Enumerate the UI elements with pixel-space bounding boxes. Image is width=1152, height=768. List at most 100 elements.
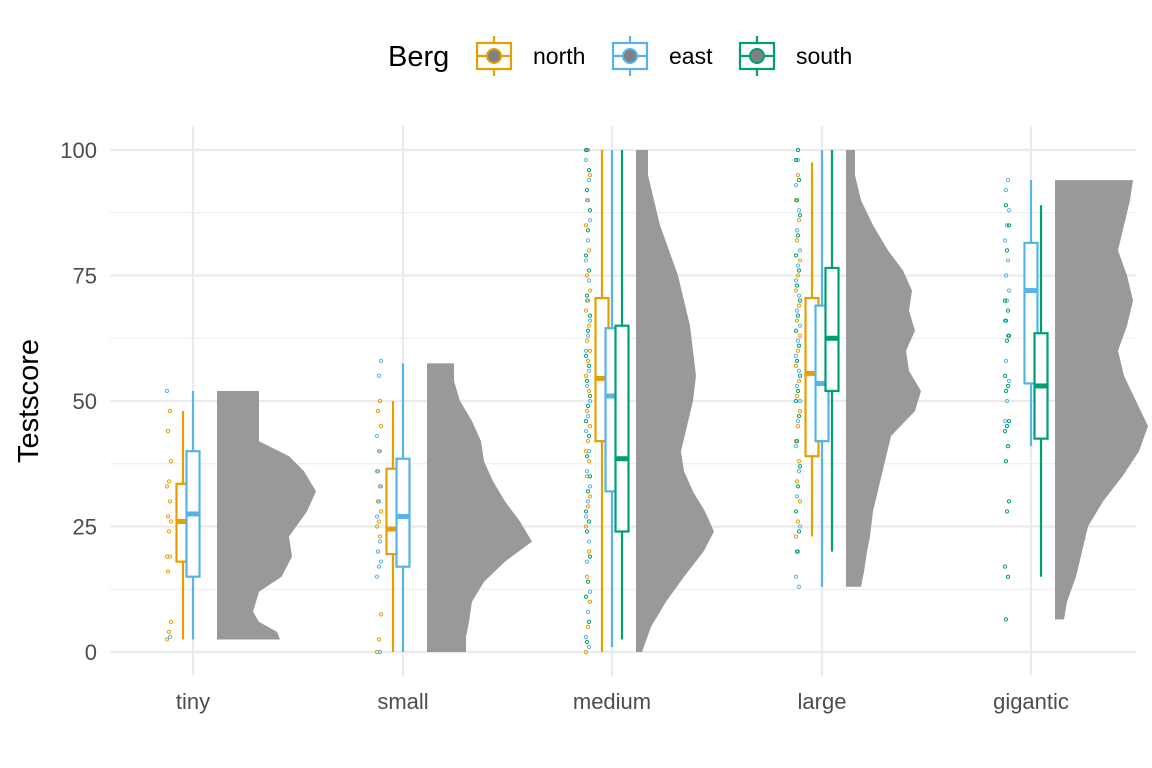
data-point-small-east [375,549,381,554]
data-point-large-east [793,353,799,358]
data-point-medium-east [586,644,592,650]
data-point-large-north [793,363,799,368]
legend-title: Berg [388,41,449,73]
data-point-medium-south [584,454,590,459]
data-point-small-north [378,509,384,514]
legend-label-north: north [533,43,585,69]
data-point-medium-north [583,223,589,228]
data-point-large-north [794,318,800,323]
data-point-gigantic-south [1004,248,1010,253]
data-point-small-east [374,434,380,439]
data-point-large-south [796,268,802,273]
data-point-large-south [794,358,800,363]
data-point-large-south [797,213,803,218]
data-point-medium-east [587,589,593,594]
data-point-gigantic-south [1004,509,1010,514]
data-point-gigantic-south [1002,298,1008,303]
y-axis-title: Testscore [13,339,45,463]
data-point-large-east [793,278,799,283]
x-tick-label-small: small [377,689,428,714]
data-point-medium-north [586,459,592,464]
data-point-large-south [795,147,801,153]
data-point-gigantic-east [1006,208,1012,213]
density-cloud-gigantic [1055,180,1148,620]
data-point-medium-east [583,157,589,163]
data-point-medium-north [584,408,590,414]
data-point-large-east [793,444,799,449]
data-point-small-east [376,499,382,504]
data-point-gigantic-south [1002,429,1008,434]
y-tick-label: 0 [85,640,97,665]
data-point-large-east [794,308,800,313]
data-point-medium-east [583,348,589,353]
density-cloud-small [427,363,532,652]
data-point-medium-north [586,388,592,394]
data-point-medium-south [587,474,593,479]
boxplot-medium-south [614,150,630,640]
data-point-medium-south [587,393,593,399]
boxplot-gigantic-south [1033,205,1049,577]
data-point-gigantic-east [1006,378,1012,384]
data-point-medium-east [586,178,592,183]
legend-label-south: south [796,43,852,69]
data-point-large-north [797,258,803,263]
data-point-gigantic-south [1003,203,1009,208]
data-point-medium-east [583,258,589,263]
y-tick-label: 50 [73,389,97,414]
data-point-tiny-north [166,479,172,484]
density-cloud-large [846,150,921,587]
data-point-medium-east [583,429,589,434]
data-point-medium-south [585,579,591,584]
data-point-gigantic-south [1006,333,1012,338]
data-point-small-north [377,534,383,539]
data-point-small-east [377,449,383,454]
data-point-tiny-north [166,529,172,534]
data-point-large-south [794,549,800,554]
data-point-large-north [795,519,801,524]
x-axis-ticks: tiny small medium large gigantic [176,689,1069,714]
data-point-medium-east [583,514,589,519]
legend-key-point [749,48,765,64]
data-point-small-east [376,564,382,569]
data-point-large-north [795,273,801,278]
data-point-medium-south [583,509,589,514]
data-point-large-north [794,238,800,243]
data-point-gigantic-east [1005,178,1011,183]
legend-key-east [611,36,649,76]
data-point-large-east [795,338,801,343]
data-point-medium-north [587,494,593,499]
x-tick-label-tiny: tiny [176,689,210,714]
data-point-small-east [374,574,380,579]
data-point-medium-east [584,469,590,474]
data-point-small-east [374,514,380,519]
data-point-medium-north [583,524,589,529]
data-point-medium-north [583,373,589,378]
x-tick-label-gigantic: gigantic [993,689,1069,714]
data-point-medium-south [586,619,592,624]
data-point-medium-north [586,248,592,253]
data-point-medium-south [584,293,590,298]
data-point-small-east [376,373,382,378]
data-point-medium-south [584,639,590,645]
data-point-large-south [795,313,801,318]
data-point-large-east [796,208,802,213]
data-point-large-east [797,398,803,404]
data-point-large-south [796,343,802,348]
data-point-gigantic-south [1006,223,1012,228]
data-point-large-south [793,509,799,514]
data-point-large-south [797,464,803,469]
data-point-large-south [793,328,799,333]
data-point-large-south [794,198,800,203]
data-point-medium-north [586,323,592,328]
data-point-small-north [374,524,380,529]
data-point-medium-east [583,634,589,640]
data-point-tiny-north [165,569,171,574]
data-point-large-north [796,303,802,308]
data-point-gigantic-east [1003,358,1009,363]
data-point-large-south [796,529,802,534]
data-point-medium-south [587,554,593,559]
data-point-medium-south [584,529,590,534]
data-point-large-south [793,398,799,404]
data-point-large-south [796,178,802,183]
